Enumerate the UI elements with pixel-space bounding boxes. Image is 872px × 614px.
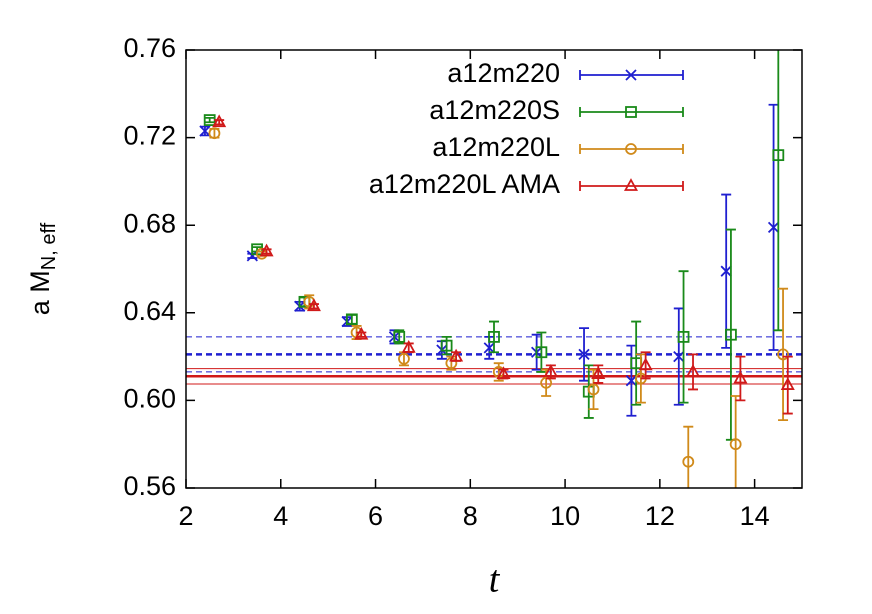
plot-frame xyxy=(185,49,803,489)
marker xyxy=(682,455,695,468)
error-bar xyxy=(688,353,699,391)
marker xyxy=(725,328,737,341)
error-bar xyxy=(489,320,499,354)
legend-label: a12m220S xyxy=(429,95,560,125)
error-bar xyxy=(640,351,651,380)
marker xyxy=(449,348,464,362)
marker xyxy=(587,383,600,396)
error-bar xyxy=(214,119,225,126)
error-bar xyxy=(356,331,367,338)
marker xyxy=(733,370,748,384)
x-tick-label: 10 xyxy=(550,501,580,531)
marker xyxy=(591,366,606,380)
marker xyxy=(306,298,321,312)
y-tick-label: 0.56 xyxy=(123,471,176,501)
error-bar xyxy=(782,355,793,415)
error-bar xyxy=(536,331,547,373)
x-tick-label: 4 xyxy=(273,501,288,531)
marker xyxy=(625,375,638,387)
error-bar xyxy=(725,228,736,441)
legend-marker xyxy=(625,69,637,81)
y-tick-label: 0.68 xyxy=(123,208,176,238)
marker xyxy=(685,364,701,377)
error-bar xyxy=(773,50,784,332)
marker xyxy=(393,330,406,343)
error-bar xyxy=(308,303,319,310)
y-tick-label: 0.64 xyxy=(123,296,176,326)
marker xyxy=(440,339,453,352)
x-tick-label: 12 xyxy=(645,501,675,531)
error-bar xyxy=(261,248,272,255)
marker xyxy=(199,125,211,137)
marker xyxy=(638,357,653,371)
error-bar xyxy=(683,425,694,488)
y-axis-label-main: a M xyxy=(25,270,55,315)
marker xyxy=(354,326,369,340)
marker xyxy=(259,243,274,257)
marker xyxy=(780,377,795,390)
error-bar xyxy=(631,320,642,406)
y-tick-label: 0.72 xyxy=(123,121,176,151)
marker xyxy=(767,221,780,234)
marker xyxy=(401,339,416,353)
error-bar xyxy=(678,270,689,404)
y-tick-label: 0.60 xyxy=(123,384,176,414)
legend-label: a12m220 xyxy=(447,58,560,88)
legend-sample xyxy=(579,107,684,117)
legend-marker xyxy=(623,178,639,191)
x-tick-label: 6 xyxy=(368,501,383,531)
x-tick-label: 14 xyxy=(740,501,770,531)
marker xyxy=(208,127,221,140)
x-tick-label: 2 xyxy=(178,501,193,531)
marker xyxy=(535,346,548,359)
marker xyxy=(496,366,511,380)
marker xyxy=(777,348,789,361)
legend-sample xyxy=(579,181,684,191)
marker xyxy=(345,313,358,326)
marker xyxy=(673,350,685,363)
legend-marker xyxy=(625,106,637,118)
marker xyxy=(720,265,732,277)
error-bar xyxy=(730,395,741,488)
plot-area xyxy=(186,50,802,488)
y-axis-label-sub: N, eff xyxy=(38,222,60,270)
legend-marker xyxy=(625,143,637,155)
marker xyxy=(543,364,558,377)
y-tick-label: 0.76 xyxy=(123,33,176,63)
marker xyxy=(578,348,590,361)
marker xyxy=(246,250,258,262)
marker xyxy=(677,330,690,343)
legend-label: a12m220L AMA xyxy=(369,169,560,199)
x-tick-label: 8 xyxy=(463,501,478,531)
marker xyxy=(398,352,410,365)
marker xyxy=(772,149,785,162)
legend-sample xyxy=(579,144,684,154)
marker xyxy=(212,114,227,128)
y-axis-label: a MN, eff xyxy=(25,222,60,315)
error-bar xyxy=(204,116,215,124)
error-bar xyxy=(735,355,746,402)
marker xyxy=(483,342,495,354)
x-axis-label: t xyxy=(489,559,501,601)
marker xyxy=(729,438,742,451)
legend-label: a12m220L xyxy=(432,132,560,162)
marker xyxy=(488,330,500,343)
error-bar xyxy=(778,287,789,422)
